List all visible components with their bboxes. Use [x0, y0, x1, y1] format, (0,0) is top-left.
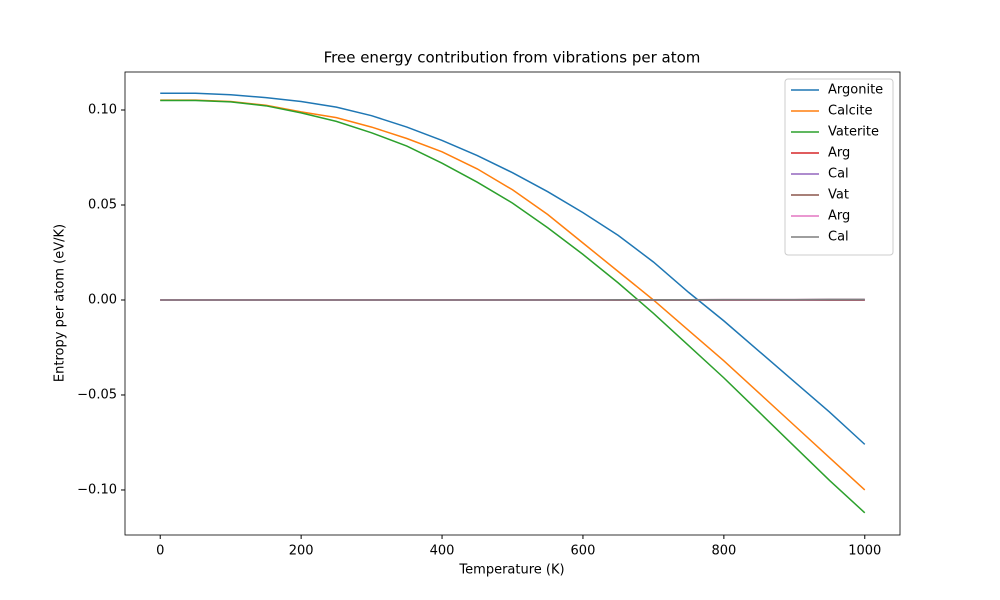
legend-label: Argonite: [828, 83, 883, 98]
y-tick-label: −0.10: [77, 482, 117, 497]
x-tick-label: 0: [156, 544, 164, 559]
plot-frame: [124, 71, 901, 536]
x-tick-label: 600: [571, 544, 596, 559]
legend-label: Calcite: [828, 104, 873, 119]
legend-label: Arg: [828, 209, 850, 224]
series-line: [160, 92, 866, 445]
y-tick-label: 0.10: [88, 102, 117, 117]
chart-title: Free energy contribution from vibrations…: [324, 49, 701, 67]
y-axis-label: Entropy per atom (eV/K): [53, 224, 68, 382]
y-tick-label: −0.05: [77, 387, 117, 402]
x-axis-label: Temperature (K): [458, 563, 564, 578]
x-tick-label: 400: [430, 544, 455, 559]
x-tick-label: 1000: [848, 544, 881, 559]
series-line: [160, 298, 865, 301]
legend-label: Vaterite: [828, 125, 879, 140]
series-line: [160, 99, 866, 491]
series-line: [160, 99, 866, 514]
y-tick-label: 0.05: [88, 197, 117, 212]
legend-label: Cal: [828, 230, 849, 245]
legend-label: Vat: [828, 188, 849, 203]
y-tick-label: 0.00: [88, 292, 117, 307]
legend-box: [784, 78, 894, 256]
legend-label: Arg: [828, 146, 850, 161]
x-tick-label: 800: [711, 544, 736, 559]
legend-label: Cal: [828, 167, 849, 182]
x-tick-label: 200: [289, 544, 314, 559]
